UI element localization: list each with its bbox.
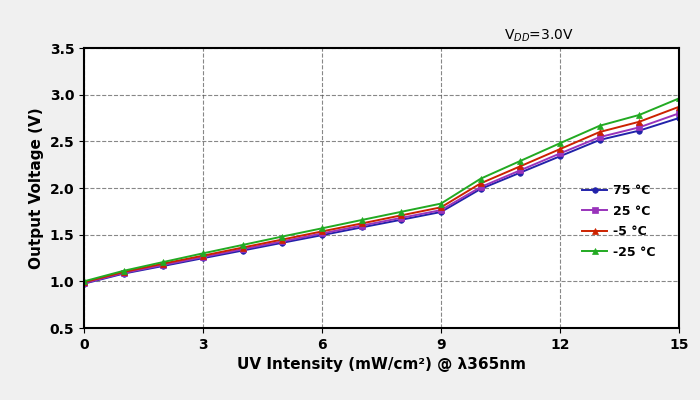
75 °C: [675, 116, 683, 120]
25 °C: [556, 151, 564, 156]
75 °C: [397, 217, 405, 222]
75 °C: [556, 154, 564, 159]
Line: 25 °C: 25 °C: [81, 110, 682, 286]
-25 °C: [477, 176, 485, 181]
-25 °C: [556, 141, 564, 146]
-25 °C: [397, 210, 405, 214]
-25 °C: [437, 201, 445, 206]
Y-axis label: Output Voltage (V): Output Voltage (V): [29, 107, 44, 269]
Text: V$_{DD}$=3.0V: V$_{DD}$=3.0V: [504, 28, 574, 44]
-5 °C: [596, 130, 604, 134]
25 °C: [437, 208, 445, 212]
25 °C: [477, 185, 485, 190]
75 °C: [358, 225, 366, 230]
-5 °C: [635, 119, 643, 124]
-5 °C: [239, 245, 247, 250]
-25 °C: [516, 158, 524, 163]
-5 °C: [437, 205, 445, 210]
-25 °C: [596, 123, 604, 128]
-25 °C: [80, 279, 88, 284]
25 °C: [397, 216, 405, 220]
-25 °C: [239, 242, 247, 247]
25 °C: [80, 281, 88, 286]
Line: -5 °C: -5 °C: [81, 104, 682, 285]
75 °C: [477, 186, 485, 191]
-5 °C: [278, 237, 286, 242]
75 °C: [199, 256, 207, 260]
-5 °C: [516, 164, 524, 169]
25 °C: [239, 247, 247, 252]
75 °C: [596, 138, 604, 142]
-5 °C: [318, 229, 326, 234]
X-axis label: UV Intensity (mW/cm²) @ λ365nm: UV Intensity (mW/cm²) @ λ365nm: [237, 357, 526, 372]
75 °C: [278, 240, 286, 245]
75 °C: [239, 248, 247, 253]
-25 °C: [199, 251, 207, 256]
75 °C: [516, 170, 524, 175]
-5 °C: [477, 181, 485, 186]
25 °C: [635, 125, 643, 130]
-25 °C: [358, 218, 366, 222]
Line: -25 °C: -25 °C: [81, 96, 682, 284]
-25 °C: [120, 268, 128, 273]
25 °C: [516, 168, 524, 173]
25 °C: [675, 111, 683, 116]
75 °C: [437, 210, 445, 214]
75 °C: [318, 233, 326, 238]
Legend: 75 °C, 25 °C, -5 °C, -25 °C: 75 °C, 25 °C, -5 °C, -25 °C: [577, 179, 661, 264]
25 °C: [159, 262, 167, 267]
-5 °C: [120, 270, 128, 274]
-5 °C: [358, 221, 366, 226]
-25 °C: [159, 260, 167, 264]
25 °C: [199, 255, 207, 260]
-5 °C: [397, 213, 405, 218]
-25 °C: [318, 226, 326, 231]
-5 °C: [556, 147, 564, 152]
25 °C: [358, 223, 366, 228]
25 °C: [120, 270, 128, 275]
75 °C: [635, 128, 643, 133]
Line: 75 °C: 75 °C: [81, 115, 682, 286]
25 °C: [278, 239, 286, 244]
75 °C: [159, 264, 167, 268]
-5 °C: [199, 253, 207, 258]
-5 °C: [159, 261, 167, 266]
75 °C: [80, 281, 88, 286]
-5 °C: [80, 280, 88, 285]
75 °C: [120, 271, 128, 276]
-5 °C: [675, 104, 683, 109]
-25 °C: [635, 112, 643, 117]
25 °C: [318, 231, 326, 236]
-25 °C: [675, 96, 683, 101]
25 °C: [596, 135, 604, 140]
-25 °C: [278, 234, 286, 239]
